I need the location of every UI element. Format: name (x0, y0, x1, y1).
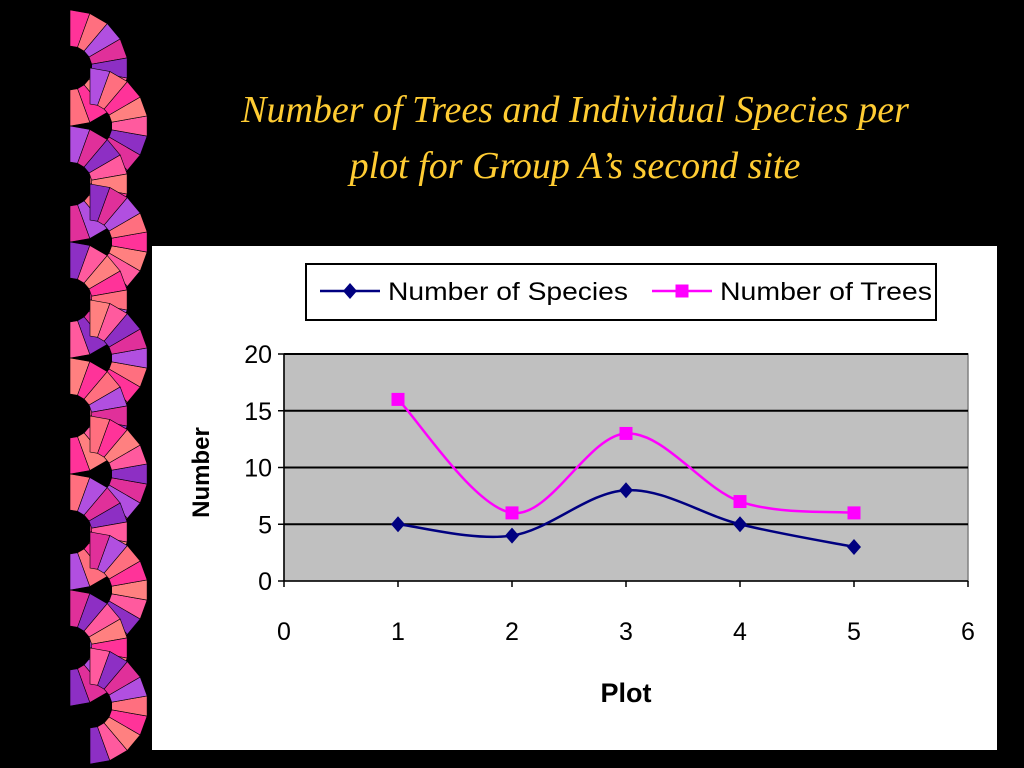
legend-marker (675, 284, 689, 298)
data-point (733, 516, 747, 533)
data-point (619, 426, 633, 440)
y-tick-label: 20 (244, 341, 272, 369)
x-tick-label: 5 (847, 618, 861, 646)
x-axis-label: Plot (601, 678, 652, 708)
data-point (619, 482, 633, 499)
legend: Number of Species Number of Trees (305, 263, 937, 321)
data-point (505, 527, 519, 544)
y-tick-label: 10 (244, 455, 272, 483)
series-trees (391, 392, 861, 520)
y-tick-label: 5 (258, 511, 272, 539)
slide-title-line-2: plot for Group A’s second site (349, 145, 801, 187)
line-chart: 0 5 10 15 20 0 1 2 3 4 5 6 Plot Number Number of Speci… (188, 263, 975, 708)
decorative-ribbon-border (69, 9, 148, 765)
data-point (847, 506, 861, 520)
legend-marker (343, 283, 357, 299)
y-axis-label: Number (188, 427, 215, 518)
slide-title: Number of Trees and Individual Species p… (160, 82, 990, 194)
y-tick-label: 0 (258, 568, 272, 596)
x-tick-label: 0 (277, 618, 291, 646)
data-point (733, 495, 747, 509)
data-point (505, 506, 519, 520)
series-species (391, 482, 861, 555)
data-point (847, 538, 861, 555)
x-tick-label: 1 (391, 618, 405, 646)
y-tick-label: 15 (244, 398, 272, 426)
legend-box (305, 263, 937, 321)
data-point (391, 392, 405, 406)
ribbon-fan (89, 647, 148, 765)
x-tick-label: 2 (505, 618, 519, 646)
x-tick-label: 3 (619, 618, 633, 646)
data-point (391, 516, 405, 533)
x-tick-label: 6 (961, 618, 975, 646)
slide-title-line-1: Number of Trees and Individual Species p… (241, 89, 909, 131)
legend-label: Number of Trees (720, 278, 932, 306)
chart-panel: 0 5 10 15 20 0 1 2 3 4 5 6 Plot Number Number of Speci… (152, 246, 997, 750)
legend-label: Number of Species (388, 278, 628, 306)
x-tick-label: 4 (733, 618, 747, 646)
